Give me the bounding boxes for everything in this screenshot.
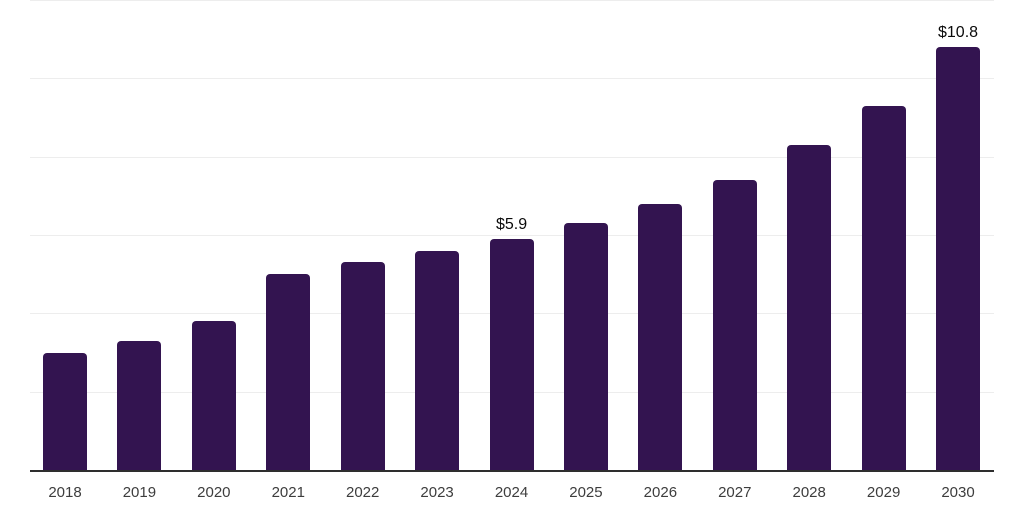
bar-2028 [787,144,832,470]
x-tick-label-2028: 2028 [792,484,826,501]
data-label-2030: $10.8 [938,24,979,41]
x-tick-label-2020: 2020 [197,484,231,501]
x-tick-label-2027: 2027 [718,484,752,501]
x-tick-label-2021: 2021 [271,484,305,501]
x-tick-label-2029: 2029 [866,484,901,501]
x-tick-label-2019: 2019 [122,484,157,501]
bar-2020 [191,321,236,470]
gridline-12 [30,0,994,1]
data-label-2024: $5.9 [495,215,528,233]
gridline-6 [30,235,994,236]
bar-2025 [563,223,608,470]
bar-2023 [415,250,460,470]
bar-2018 [43,352,87,470]
bar-2027 [712,180,757,470]
x-tick-label-2022: 2022 [345,484,380,501]
bar-2024 [489,238,534,470]
x-tick-label-2030: 2030 [941,484,975,501]
x-tick-label-2018: 2018 [48,484,82,501]
x-tick-label-2023: 2023 [420,484,454,501]
bar-2029 [861,105,906,470]
bar-2022 [340,262,385,470]
bar-2026 [638,203,683,470]
gridline-10 [30,78,994,80]
x-tick-label-2024: 2024 [494,484,529,501]
x-axis-line [30,470,994,472]
gridline-8 [30,156,994,158]
bar-2021 [266,274,311,470]
bar-2019 [117,340,162,470]
x-tick-label-2026: 2026 [643,484,678,501]
bar-2030 [936,47,981,470]
x-tick-label-2025: 2025 [569,484,603,501]
plot-area: $5.9 $10.8 [30,0,994,472]
